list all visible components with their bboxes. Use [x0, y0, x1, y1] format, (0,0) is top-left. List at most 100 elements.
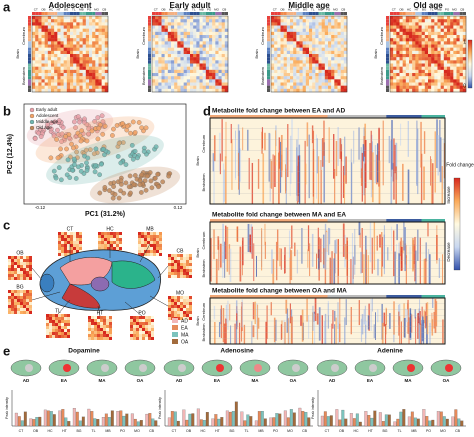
heatmap-stripe: [360, 168, 363, 186]
heatmap-cell: [44, 31, 49, 36]
heatmap-cell: [11, 256, 14, 259]
heatmap-stripe: [417, 313, 419, 339]
heatmap-cell: [180, 85, 184, 90]
heatmap-cell: [58, 238, 61, 241]
heatmap-cell: [409, 88, 413, 93]
heatmap-cell: [183, 63, 188, 67]
heatmap-cell: [51, 63, 55, 67]
point: [67, 175, 73, 180]
heatmap-cell: [186, 16, 191, 20]
group-strip: [277, 12, 281, 15]
heatmap-cell: [459, 25, 464, 29]
heatmap-cell: [215, 25, 219, 29]
group-strip: [148, 88, 151, 92]
heatmap-cell: [337, 79, 341, 83]
heatmap-cell: [171, 73, 175, 77]
heatmap-cell: [152, 44, 156, 48]
label: BG: [64, 7, 69, 11]
heatmap-cell: [324, 76, 329, 80]
heatmap-cell: [94, 337, 97, 340]
heatmap-stripe: [324, 223, 327, 270]
heatmap-cell: [418, 88, 422, 93]
heatmap-cell: [283, 25, 288, 29]
heatmap-cell: [428, 22, 432, 26]
group-strip: [324, 12, 328, 15]
heatmap-cell: [315, 47, 319, 52]
heatmap-stripe: [377, 258, 379, 276]
heatmap-cell: [315, 73, 319, 77]
heatmap-stripe: [416, 139, 417, 185]
heatmap-cell: [73, 247, 76, 250]
heatmap-cell: [161, 88, 165, 93]
heatmap-cell: [224, 22, 229, 26]
group-strip: [212, 12, 216, 15]
heatmap-cell: [202, 47, 207, 52]
heatmap-cell: [73, 54, 77, 58]
heatmap-cell: [218, 85, 222, 90]
heatmap-cell: [396, 47, 400, 52]
heatmap-cell: [412, 16, 416, 20]
heatmap-cell: [447, 41, 451, 45]
heatmap-cell: [8, 271, 11, 274]
point: [38, 134, 44, 139]
heatmap-cell: [29, 268, 32, 271]
heatmap-cell: [138, 250, 141, 253]
heatmap-cell: [218, 35, 222, 39]
heatmap-cell: [421, 16, 426, 20]
heatmap-cell: [277, 50, 281, 55]
heatmap-cell: [63, 28, 68, 33]
heatmap-stripe: [435, 301, 438, 327]
heatmap-cell: [189, 302, 192, 305]
heatmap-cell: [66, 79, 71, 83]
heatmap-cell: [283, 31, 288, 36]
heatmap-cell: [286, 66, 291, 71]
heatmap-cell: [58, 323, 61, 326]
heatmap-cell: [23, 271, 26, 274]
heatmap-cell: [79, 38, 83, 42]
heatmap-cell: [63, 76, 68, 80]
heatmap-cell: [92, 85, 96, 90]
heatmap-cell: [334, 54, 338, 58]
heatmap-cell: [309, 88, 313, 93]
heatmap-cell: [158, 44, 162, 48]
heatmap-cell: [299, 73, 303, 77]
heatmap-cell: [428, 16, 432, 20]
heatmap-cell: [183, 76, 188, 80]
heatmap-cell: [14, 299, 17, 302]
heatmap-cell: [418, 35, 422, 39]
heatmap-cell: [95, 44, 99, 48]
heatmap-cell: [318, 73, 322, 77]
heatmap-cell: [70, 41, 74, 45]
heatmap-cell: [309, 57, 313, 61]
heatmap-cell: [302, 66, 307, 71]
heatmap-cell: [47, 25, 52, 29]
heatmap-stripe: [257, 317, 260, 329]
heatmap-cell: [224, 82, 229, 86]
heatmap-cell: [186, 69, 191, 74]
heatmap-cell: [271, 28, 275, 33]
heatmap-cell: [73, 50, 77, 55]
heatmap-cell: [196, 19, 200, 23]
heatmap-cell: [421, 54, 426, 58]
heatmap-cell: [73, 35, 77, 39]
heatmap-cell: [142, 325, 145, 328]
heatmap-cell: [315, 38, 319, 42]
heatmap-cell: [312, 66, 316, 71]
heatmap-cell: [274, 38, 278, 42]
heatmap-cell: [221, 19, 226, 23]
heatmap-cell: [302, 60, 307, 64]
heatmap-cell: [196, 85, 200, 90]
heatmap-cell: [186, 269, 189, 272]
heatmap-cell: [46, 320, 49, 323]
heatmap-cell: [434, 19, 438, 23]
heatmap-cell: [343, 76, 348, 80]
heatmap-stripe: [374, 145, 377, 184]
heatmap-cell: [218, 57, 222, 61]
label: HC: [200, 429, 206, 433]
heatmap-cell: [280, 54, 284, 58]
heatmap-cell: [437, 50, 441, 55]
heatmap-cell: [428, 25, 432, 29]
heatmap-cell: [51, 44, 55, 48]
heatmap-cell: [283, 82, 288, 86]
heatmap-cell: [218, 79, 222, 83]
